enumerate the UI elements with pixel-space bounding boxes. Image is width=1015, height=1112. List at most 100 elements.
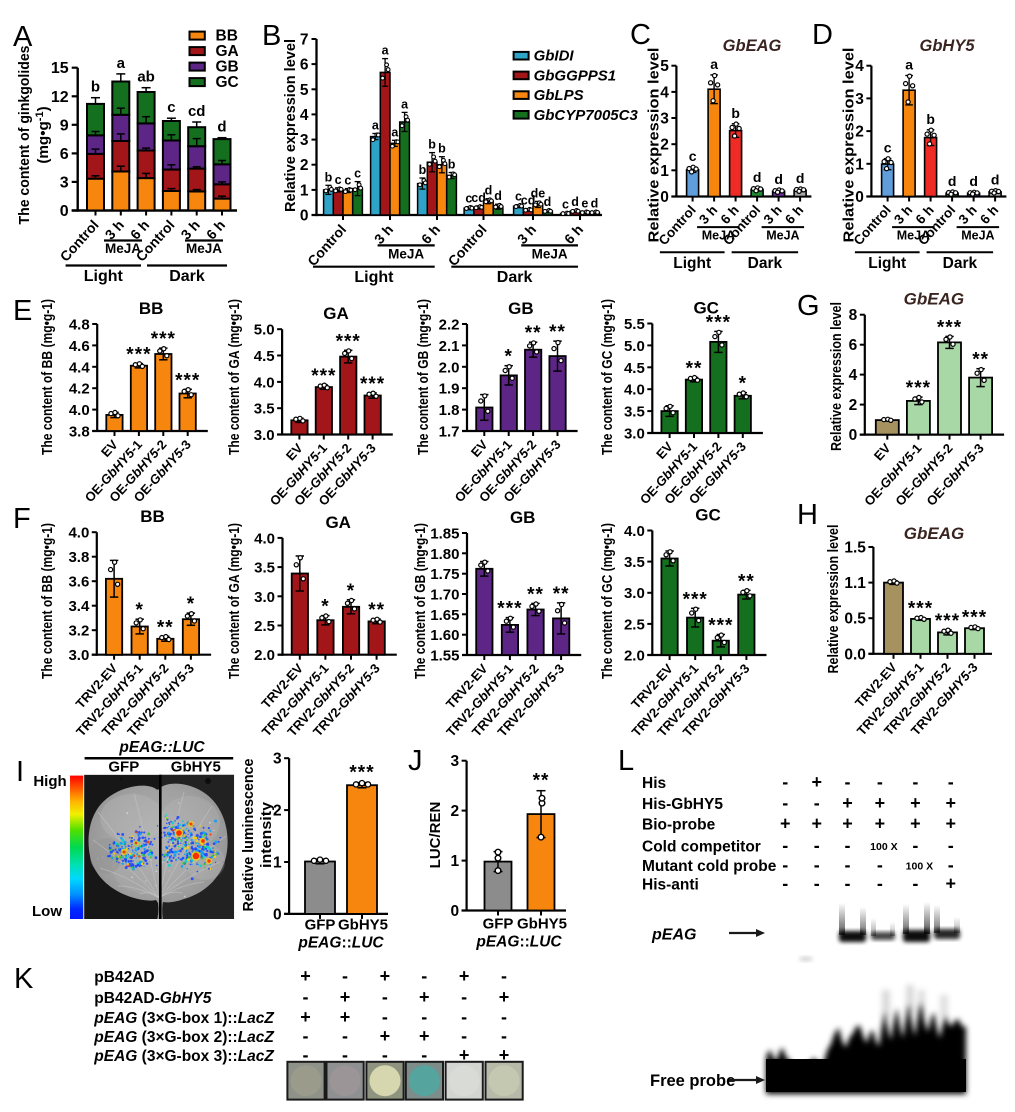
svg-text:3 h: 3 h xyxy=(371,221,396,247)
svg-text:GA: GA xyxy=(216,43,239,60)
svg-text:c: c xyxy=(884,140,892,156)
svg-text:d: d xyxy=(969,173,978,189)
svg-text:Relative expression level: Relative expression level xyxy=(282,39,299,212)
svg-text:4.2: 4.2 xyxy=(69,381,90,398)
svg-text:-: - xyxy=(501,1026,507,1046)
svg-text:d: d xyxy=(217,119,226,136)
svg-text:Mutant cold probe: Mutant cold probe xyxy=(642,858,777,875)
svg-text:2.2: 2.2 xyxy=(439,317,460,334)
svg-text:GbEAG: GbEAG xyxy=(904,524,964,543)
svg-text:-: - xyxy=(814,793,820,813)
svg-text:4.4: 4.4 xyxy=(69,359,91,376)
svg-text:His: His xyxy=(642,775,666,792)
svg-text:**: ** xyxy=(553,584,570,605)
svg-text:-: - xyxy=(814,835,820,855)
svg-text:-: - xyxy=(303,1045,309,1065)
svg-text:**: ** xyxy=(527,584,544,605)
svg-text:2: 2 xyxy=(450,803,459,820)
svg-text:b: b xyxy=(448,158,456,172)
svg-text:5.0: 5.0 xyxy=(624,338,645,355)
svg-text:1: 1 xyxy=(855,156,864,173)
svg-text:pEAG (3×G-box 2)::LacZ: pEAG (3×G-box 2)::LacZ xyxy=(93,1029,274,1046)
svg-text:d: d xyxy=(591,197,599,211)
svg-text:The content of ginkgolides: The content of ginkgolides xyxy=(16,46,33,225)
svg-text:+: + xyxy=(875,793,886,813)
svg-text:Relative expression level: Relative expression level xyxy=(828,302,845,451)
svg-text:+: + xyxy=(946,814,957,834)
svg-text:a: a xyxy=(372,119,380,133)
svg-text:c: c xyxy=(689,148,697,164)
svg-text:+: + xyxy=(340,987,351,1007)
svg-text:-: - xyxy=(501,1007,507,1027)
svg-text:GC: GC xyxy=(216,74,239,91)
svg-text:-: - xyxy=(845,855,851,875)
svg-text:-: - xyxy=(461,1026,467,1046)
svg-text:5: 5 xyxy=(660,58,669,75)
svg-text:LUC/REN: LUC/REN xyxy=(427,802,444,869)
svg-text:+: + xyxy=(499,987,510,1007)
svg-text:2: 2 xyxy=(849,397,858,414)
svg-text:-: - xyxy=(421,1007,427,1027)
svg-text:***: *** xyxy=(706,312,731,333)
svg-text:GbHY5: GbHY5 xyxy=(171,759,221,776)
svg-text:3.6: 3.6 xyxy=(68,574,89,591)
svg-text:4: 4 xyxy=(849,367,858,384)
svg-text:-: - xyxy=(877,874,883,894)
svg-text:+: + xyxy=(910,793,921,813)
svg-text:Dark: Dark xyxy=(169,268,205,285)
svg-text:d: d xyxy=(494,189,502,203)
svg-text:4.0: 4.0 xyxy=(68,525,89,542)
svg-text:b: b xyxy=(91,79,100,96)
svg-text:-: - xyxy=(382,987,388,1007)
svg-text:GbCYP7005C3: GbCYP7005C3 xyxy=(534,107,639,124)
svg-text:c: c xyxy=(335,173,342,187)
svg-text:***: *** xyxy=(708,616,733,637)
svg-text:2.0: 2.0 xyxy=(624,648,645,665)
svg-text:c: c xyxy=(562,198,569,212)
svg-text:4.0: 4.0 xyxy=(254,374,275,391)
svg-text:b: b xyxy=(731,105,740,121)
svg-text:Control: Control xyxy=(57,217,102,265)
svg-text:K: K xyxy=(14,963,34,995)
svg-text:0: 0 xyxy=(849,427,858,444)
svg-text:1: 1 xyxy=(660,163,669,180)
svg-text:-: - xyxy=(845,772,851,792)
svg-text:0: 0 xyxy=(855,189,864,206)
svg-text:GbHY5: GbHY5 xyxy=(338,917,388,934)
svg-text:2.5: 2.5 xyxy=(624,616,645,633)
svg-text:-: - xyxy=(782,772,788,792)
svg-text:-: - xyxy=(461,1007,467,1027)
svg-text:-: - xyxy=(845,835,851,855)
svg-text:4.0: 4.0 xyxy=(624,523,645,540)
svg-text:2.5: 2.5 xyxy=(254,618,275,635)
svg-text:-: - xyxy=(342,966,348,986)
svg-text:***: *** xyxy=(908,599,933,620)
svg-text:Relative expression level: Relative expression level xyxy=(825,525,842,674)
svg-text:3.8: 3.8 xyxy=(69,424,90,441)
svg-text:(mg•g-1​): (mg•g-1​) xyxy=(34,106,52,163)
svg-text:-: - xyxy=(877,772,883,792)
svg-text:**: ** xyxy=(157,617,174,638)
svg-text:***: *** xyxy=(151,329,176,350)
svg-text:MeJA: MeJA xyxy=(388,247,424,262)
svg-text:4.0: 4.0 xyxy=(254,530,275,547)
svg-text:MeJA: MeJA xyxy=(766,229,799,243)
svg-text:+: + xyxy=(459,1045,470,1065)
svg-text:1.75: 1.75 xyxy=(430,566,459,583)
svg-text:-: - xyxy=(382,1007,388,1027)
svg-text:2: 2 xyxy=(300,157,309,174)
svg-text:+: + xyxy=(419,987,430,1007)
svg-text:The content of GB (mg•g-1): The content of GB (mg•g-1) xyxy=(412,523,429,679)
svg-text:0: 0 xyxy=(300,208,309,225)
svg-text:100 X: 100 X xyxy=(870,841,897,853)
svg-text:3.0: 3.0 xyxy=(254,427,275,444)
svg-text:0.5: 0.5 xyxy=(844,611,866,628)
svg-text:d: d xyxy=(753,169,762,185)
svg-text:3.0: 3.0 xyxy=(254,589,275,606)
svg-text:pB42AD-GbHY5: pB42AD-GbHY5 xyxy=(94,990,212,1007)
svg-text:1.5: 1.5 xyxy=(844,540,866,557)
svg-text:6 h: 6 h xyxy=(977,202,1001,227)
svg-text:**: ** xyxy=(533,771,550,792)
svg-text:Cold competitor: Cold competitor xyxy=(642,838,761,855)
svg-text:+: + xyxy=(812,772,823,792)
